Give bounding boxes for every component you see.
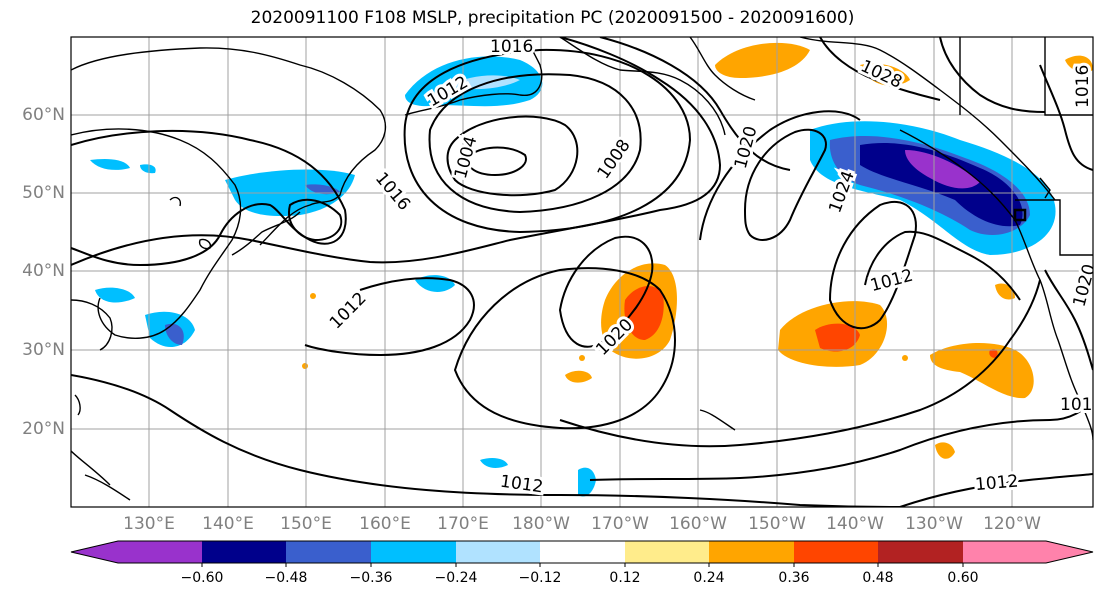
colorbar-segment [709, 541, 794, 563]
coastlines [71, 37, 1093, 501]
lon-label: 130°E [123, 514, 175, 534]
isobar-label: 1004 [451, 134, 482, 181]
mslp-isobars [71, 37, 1093, 507]
isobar-label: 1020 [1069, 262, 1100, 309]
isobar-label: 1028 [857, 56, 905, 92]
lon-label: 140°W [826, 514, 884, 534]
precip-orange-patch-north [715, 42, 810, 78]
isobar-label: 1012 [868, 266, 915, 297]
colorbar-segment [794, 541, 878, 563]
lon-label: 120°W [983, 514, 1041, 534]
lon-label: 180°W [512, 514, 570, 534]
colorbar-segment [963, 541, 1093, 563]
colorbar-tick-label: −0.48 [264, 570, 308, 586]
isobar-label: 1008 [594, 136, 635, 183]
lon-label: 150°E [280, 514, 332, 534]
isobar-label: 1012 [974, 471, 1019, 495]
colorbar-outline [70, 540, 1094, 564]
plot-frame [70, 36, 1094, 508]
colorbar-segment [540, 541, 625, 563]
isobar-label: 1012 [1060, 395, 1103, 415]
colorbar-segment [371, 541, 456, 563]
map-title: 2020091100 F108 MSLP, precipitation PC (… [250, 8, 855, 28]
isobar-label: 1016 [1073, 65, 1093, 108]
colorbar-tick-label: 0.36 [778, 570, 810, 586]
lon-label: 140°E [202, 514, 254, 534]
lon-label: 160°W [669, 514, 727, 534]
colorbar-segment [71, 541, 202, 563]
lat-label: 20°N [22, 419, 65, 439]
lon-label: 130°W [905, 514, 963, 534]
lon-label: 160°E [359, 514, 411, 534]
lat-label: 50°N [22, 183, 65, 203]
isobar-label: 1012 [326, 289, 371, 334]
colorbar-tick-label: 0.48 [862, 570, 894, 586]
lon-label: 170°E [437, 514, 489, 534]
isobar-label: 1016 [490, 37, 533, 57]
colorbar [70, 540, 1094, 567]
lon-label: 150°W [748, 514, 806, 534]
colorbar-segment [286, 541, 371, 563]
lon-label: 170°W [591, 514, 649, 534]
lat-label: 60°N [22, 105, 65, 125]
isobar-labels: 1016 1012 1004 1008 1020 1024 1028 1012 … [323, 37, 1103, 500]
colorbar-segment [625, 541, 709, 563]
colorbar-tick-label: −0.24 [434, 570, 478, 586]
colorbar-segment [878, 541, 963, 563]
lat-label: 40°N [22, 261, 65, 281]
colorbar-segment [456, 541, 540, 563]
isobar-label: 1016 [371, 169, 414, 215]
colorbar-tick-label: 0.24 [693, 570, 725, 586]
colorbar-tick-label: 0.12 [609, 570, 641, 586]
colorbar-tick-label: −0.12 [518, 570, 562, 586]
colorbar-tick-label: 0.60 [947, 570, 979, 586]
colorbar-tick-label: −0.60 [180, 570, 224, 586]
colorbar-tick-label: −0.36 [349, 570, 393, 586]
colorbar-segment [202, 541, 286, 563]
lat-label: 30°N [22, 340, 65, 360]
